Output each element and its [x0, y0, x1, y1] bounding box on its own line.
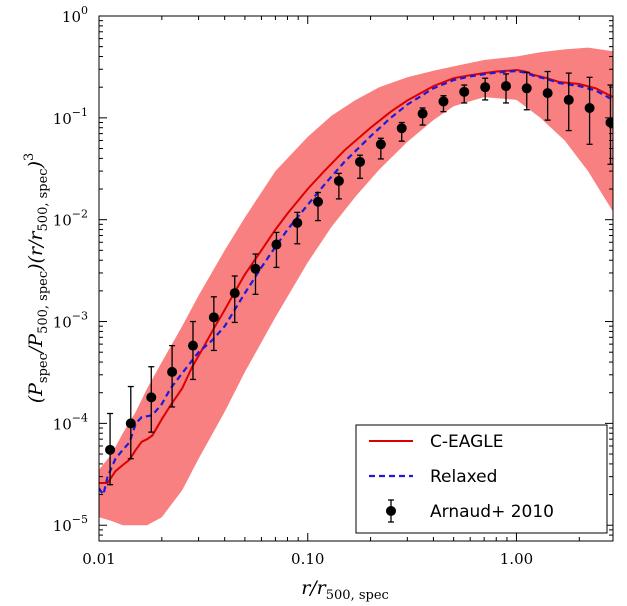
- marker: [208, 312, 219, 323]
- data-point-arnaud: [417, 107, 428, 126]
- data-point-arnaud: [584, 76, 595, 145]
- marker: [146, 392, 157, 403]
- marker: [501, 81, 512, 92]
- marker: [292, 217, 303, 228]
- data-point-arnaud: [271, 231, 282, 269]
- marker: [333, 175, 344, 186]
- y-tick-label: 10−1: [53, 106, 88, 128]
- marker: [187, 340, 198, 351]
- legend-label-arnaud: Arnaud+ 2010: [430, 502, 554, 522]
- marker: [167, 366, 178, 377]
- data-point-arnaud: [375, 137, 386, 160]
- series-line-relaxed: [99, 69, 613, 498]
- legend-label-relaxed: Relaxed: [430, 467, 497, 487]
- data-point-arnaud: [459, 84, 470, 104]
- x-tick-label: 1.00: [500, 550, 533, 568]
- marker: [271, 239, 282, 250]
- marker: [438, 96, 449, 107]
- marker: [355, 156, 366, 167]
- marker: [396, 123, 407, 134]
- data-point-arnaud: [250, 253, 261, 295]
- marker: [105, 444, 116, 455]
- scatter-band: [99, 47, 613, 526]
- marker: [542, 88, 553, 99]
- data-point-arnaud: [355, 154, 366, 179]
- data-point-arnaud: [521, 71, 532, 111]
- marker: [521, 83, 532, 94]
- y-tick-label: 10−2: [53, 208, 88, 230]
- x-tick-label: 0.01: [82, 550, 115, 568]
- y-tick-label: 10−5: [53, 513, 88, 535]
- data-point-arnaud: [313, 191, 324, 222]
- plot-frame: [98, 15, 614, 542]
- data-point-arnaud: [542, 70, 553, 121]
- x-axis-title: r/r500, spec: [301, 577, 389, 603]
- y-tick-label: 10−4: [53, 411, 88, 433]
- legend-box: [355, 424, 608, 534]
- marker: [250, 263, 261, 274]
- data-point-arnaud: [501, 73, 512, 104]
- data-point-arnaud: [208, 296, 219, 352]
- data-point-arnaud: [292, 211, 303, 245]
- x-tick-label: 0.10: [291, 550, 324, 568]
- data-point-arnaud: [480, 77, 491, 101]
- legend: C-EAGLE Relaxed Arnaud+ 2010: [355, 424, 608, 534]
- marker: [584, 102, 595, 113]
- marker: [229, 288, 240, 299]
- marker: [417, 108, 428, 119]
- data-point-arnaud: [333, 172, 344, 200]
- series-line-c-eagle: [99, 68, 613, 484]
- marker: [125, 418, 136, 429]
- marker: [313, 196, 324, 207]
- data-point-arnaud: [187, 320, 198, 381]
- legend-swatch-arnaud-marker: [386, 506, 396, 516]
- data-point-arnaud: [563, 72, 574, 132]
- marker: [563, 94, 574, 105]
- marker: [480, 82, 491, 93]
- data-point-arnaud: [125, 385, 136, 460]
- data-point-arnaud: [167, 344, 178, 408]
- data-point-arnaud: [229, 275, 240, 324]
- y-tick-label: 100: [62, 4, 88, 26]
- data-point-arnaud: [105, 412, 116, 486]
- legend-label-c-eagle: C-EAGLE: [430, 432, 503, 452]
- y-axis-title: (Pspec/P500, spec)(r/r500, spec)3: [22, 153, 51, 404]
- marker: [375, 139, 386, 150]
- data-point-arnaud: [146, 366, 157, 433]
- data-point-arnaud: [438, 95, 449, 113]
- data-point-arnaud: [396, 121, 407, 142]
- marker: [459, 86, 470, 97]
- y-tick-label: 10−3: [53, 310, 88, 332]
